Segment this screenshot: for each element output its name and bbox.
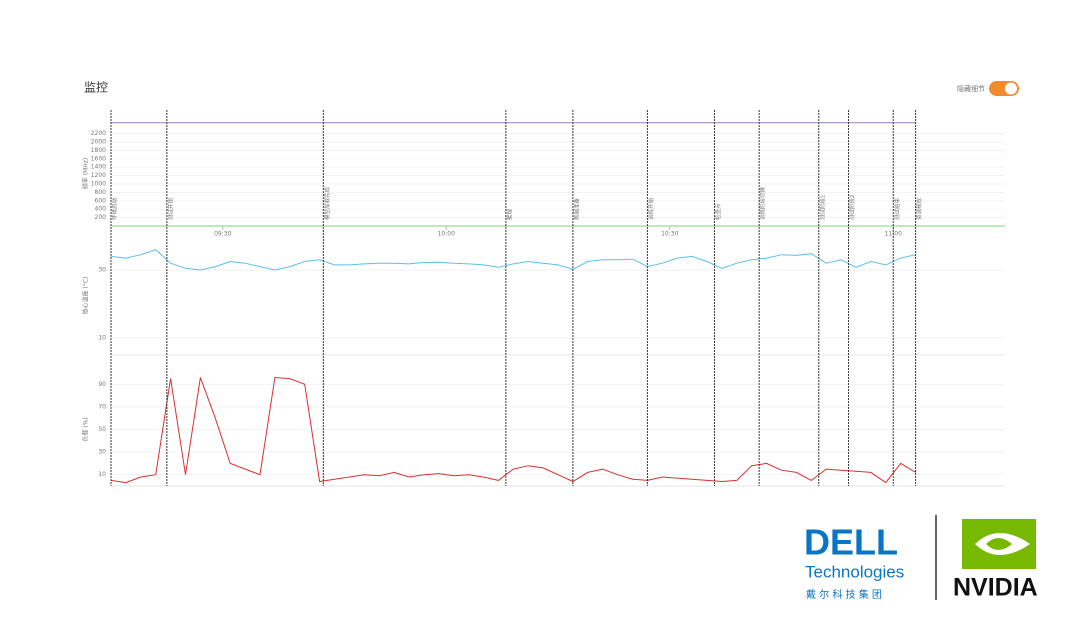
page-title: 监控 (84, 81, 108, 95)
x-tick-label: 09:30 (214, 231, 231, 238)
dell-logo: DELL Technologies 戴 尔 科 技 集 团 (804, 522, 904, 601)
dell-subtitle: Technologies (805, 562, 904, 581)
event-label: 数据准备 (572, 197, 580, 220)
toggle[interactable] (989, 81, 1019, 96)
x-tick-label: 10:00 (438, 231, 455, 238)
y-tick-label: 2200 (91, 130, 106, 137)
event-label: 测试结束 (893, 197, 901, 220)
nvidia-eye-inner (986, 538, 1012, 550)
y-tick-label: 10 (98, 471, 106, 478)
y-tick-label: 1000 (91, 181, 106, 188)
event-label: 检查点 (714, 203, 722, 220)
nvidia-logo: NVIDIA (953, 519, 1038, 602)
y-tick-label: 1400 (91, 164, 106, 171)
y-axis-label: 负载 (%) (82, 417, 90, 441)
x-tick-label: 10:30 (661, 231, 678, 238)
y-tick-label: 30 (98, 267, 106, 274)
series-line (110, 249, 916, 271)
event-label: 测试阶段1 (818, 195, 826, 221)
y-tick-label: 400 (95, 206, 107, 213)
y-tick-label: 70 (98, 403, 106, 410)
y-tick-label: 30 (98, 449, 106, 456)
series-line (110, 376, 916, 484)
y-tick-label: 90 (98, 381, 106, 388)
toggle-label: 隐藏细节 (957, 84, 985, 93)
y-axis-label: 核心温度 (°C) (82, 277, 90, 315)
event-label: 训练阶段切换 (759, 186, 767, 220)
nvidia-wordmark: NVIDIA (953, 574, 1038, 602)
y-tick-label: 50 (98, 426, 106, 433)
y-tick-label: 200 (95, 214, 107, 221)
y-axis-label: 频率 (MHz) (82, 158, 90, 189)
event-label: 模型加载完成 (323, 186, 331, 220)
y-tick-label: 1600 (91, 155, 106, 162)
y-tick-label: 2000 (91, 139, 106, 146)
y-tick-label: 1200 (91, 172, 106, 179)
y-tick-label: 1800 (91, 147, 106, 154)
y-tick-label: 10 (98, 335, 106, 342)
y-tick-label: 600 (95, 197, 107, 204)
toggle-knob (1005, 82, 1017, 95)
event-label: 训练开始 (647, 197, 655, 220)
event-label: 测试开始 (166, 197, 174, 220)
event-label: 环境启动 (111, 197, 119, 220)
event-label: 测试阶段2 (848, 195, 856, 221)
y-tick-label: 800 (95, 189, 107, 196)
dell-chinese: 戴 尔 科 技 集 团 (806, 588, 882, 601)
dell-wordmark: DELL (804, 522, 898, 563)
event-label: 推理 (505, 208, 513, 220)
event-label: 资源释放 (915, 197, 923, 220)
